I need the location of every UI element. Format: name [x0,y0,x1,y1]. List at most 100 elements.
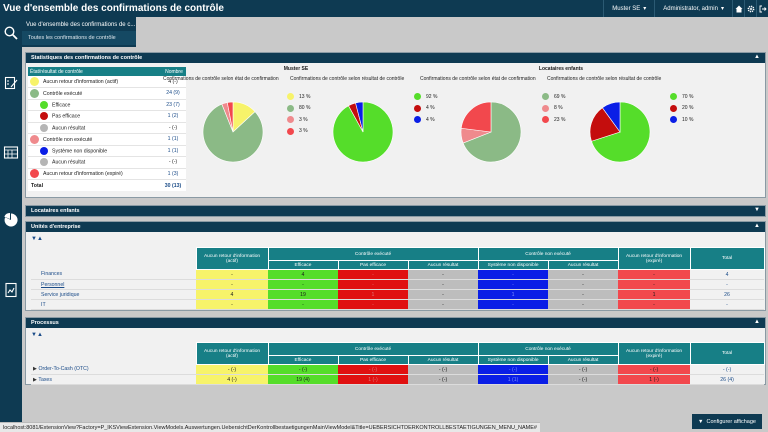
report-icon[interactable] [3,282,19,298]
col-sys-na[interactable]: Système non disponible [477,355,549,365]
stats-row[interactable]: Aucun retour d'information (actif) 4 (-) [28,76,186,88]
user-menu[interactable]: Administrator, admin ▾ [654,0,732,17]
row-label[interactable]: Finances [31,269,196,280]
col-noinfo-active[interactable]: Aucun retour d'information (actif) [195,247,269,270]
checklist-edit-icon[interactable] [3,75,19,91]
calendar-icon[interactable] [3,144,19,160]
grid-cell[interactable]: - (-) [196,364,268,375]
breadcrumb-item-all[interactable]: Toutes les confirmations de contrôle [22,31,136,45]
stats-total-count[interactable]: 30 (13) [164,182,182,189]
gear-icon[interactable] [744,0,756,17]
grid-cell[interactable]: 1 (-) [618,374,691,385]
pie-chart-icon[interactable] [3,212,19,228]
stats-count[interactable]: 1 (1) [160,145,186,157]
grid-cell[interactable]: - [338,269,408,280]
grid-cell[interactable]: - [478,299,549,310]
unit-row[interactable]: IT - - - - - - - - [31,299,765,310]
grid-cell[interactable]: - [408,289,479,300]
grid-cell[interactable]: - [408,279,479,290]
stats-count[interactable]: 23 (7) [160,99,186,111]
col-aucun-resultat[interactable]: Aucun résultat [407,260,479,270]
expand-arrow-icon[interactable]: ▶ [33,366,37,373]
col-sys-na[interactable]: Système non disponible [477,260,549,270]
grid-cell[interactable]: - [268,279,338,290]
row-label[interactable]: ▶ Taxes [31,374,196,385]
stats-row[interactable]: Efficace 23 (7) [28,99,186,111]
grid-cell[interactable]: - [408,269,479,280]
pie-slice[interactable] [202,103,264,163]
row-total[interactable]: - [690,299,765,310]
grid-cell[interactable]: - [196,269,268,280]
logout-icon[interactable] [756,0,768,17]
col-efficace[interactable]: Efficace [267,260,339,270]
grid-cell[interactable]: - (-) [408,364,479,375]
grid-cell[interactable]: - [548,269,619,280]
process-row[interactable]: ▶ Taxes 4 (-) 19 (4) 1 (-) - (-) 1 (1) - (-) 1 … [31,374,765,385]
stats-row[interactable]: Aucun retour d'information (expiré) 1 (3) [28,168,186,180]
row-label[interactable]: Service juridique [31,289,196,300]
pie-slice[interactable] [226,101,234,133]
stats-count[interactable]: - (-) [160,156,186,169]
grid-cell[interactable]: - [196,299,268,310]
business-units-header[interactable]: Unités d'entreprise ▲ [26,222,765,232]
grid-cell[interactable]: 1 [618,289,691,300]
grid-cell[interactable]: - [618,299,691,310]
stats-count[interactable]: 1 (2) [160,110,186,123]
stats-row[interactable]: Contrôle non exécuté 1 (1) [28,133,186,146]
row-total[interactable]: 26 (4) [690,374,765,385]
grid-cell[interactable]: 4 (-) [196,374,268,385]
unit-row[interactable]: Finances -4- - - - -4 [31,269,765,280]
col-aucun-resultat-2[interactable]: Aucun résultat [547,355,619,365]
home-icon[interactable] [732,0,744,17]
stats-row[interactable]: Aucun résultat - (-) [28,122,186,134]
col-noinfo-expired[interactable]: Aucun retour d'information (expiré) [617,342,691,365]
stats-count[interactable]: 4 (-) [160,76,186,88]
pie-slice[interactable] [460,101,492,133]
grid-cell[interactable]: - [196,279,268,290]
grid-cell[interactable]: - (-) [548,364,619,375]
process-row[interactable]: ▶ Order-To-Cash (OTC) - (-) - (-) - (-) - (-… [31,364,765,375]
grid-cell[interactable]: - (-) [548,374,619,385]
col-efficace[interactable]: Efficace [267,355,339,365]
unit-row[interactable]: Service juridique 4 19 1-1-1 26 [31,289,765,300]
expand-icon[interactable]: ▼ [754,207,760,213]
grid-cell[interactable]: 1 [478,289,549,300]
stats-panel-header[interactable]: Statistiques des confirmations de contrô… [26,53,765,63]
collapse-icon[interactable]: ▲ [754,319,760,325]
col-total[interactable]: Total [689,342,765,365]
child-tenants-header[interactable]: Locataires enfants ▼ [26,206,765,216]
stats-count[interactable]: - (-) [160,122,186,134]
breadcrumb-current[interactable]: Vue d'ensemble des confirmations de c...… [26,22,136,28]
collapse-all-icon[interactable]: ▼▲ [31,236,43,242]
client-selector[interactable]: Muster SE ▾ [603,0,654,17]
unit-row[interactable]: Personnel - - - - - - - - [31,279,765,290]
grid-cell[interactable]: 4 [196,289,268,300]
grid-cell[interactable]: - [338,279,408,290]
grid-cell[interactable]: - (-) [408,374,479,385]
stats-count[interactable]: 1 (3) [160,168,186,180]
collapse-icon[interactable]: ▲ [754,223,760,229]
grid-cell[interactable]: - [548,279,619,290]
col-noinfo-expired[interactable]: Aucun retour d'information (expiré) [617,247,691,270]
pie-slice[interactable] [355,101,364,133]
grid-cell[interactable]: - [338,299,408,310]
grid-cell[interactable]: - (-) [478,364,549,375]
grid-cell[interactable]: - [548,289,619,300]
pie-slice[interactable] [601,101,621,133]
grid-cell[interactable]: - [618,269,691,280]
stats-row[interactable]: Contrôle exécuté 24 (9) [28,87,186,100]
col-total[interactable]: Total [689,247,765,270]
search-icon[interactable] [3,25,19,41]
grid-cell[interactable]: - [618,279,691,290]
row-total[interactable]: 4 [690,269,765,280]
grid-cell[interactable]: - [478,279,549,290]
row-total[interactable]: - (-) [690,364,765,375]
pie-slice[interactable] [462,101,522,163]
grid-cell[interactable]: - [478,269,549,280]
collapse-icon[interactable]: ▲ [754,54,760,60]
grid-cell[interactable]: - (-) [268,364,338,375]
grid-cell[interactable]: 19 [268,289,338,300]
row-total[interactable]: 26 [690,289,765,300]
process-header[interactable]: Processus ▲ [26,318,765,328]
grid-cell[interactable]: - (-) [618,364,691,375]
